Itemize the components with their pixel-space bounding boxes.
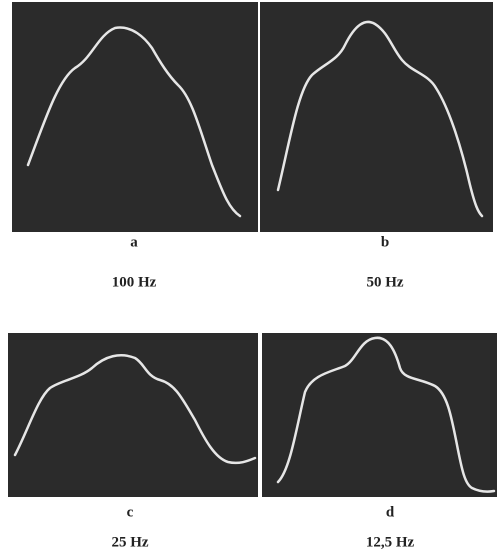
oscillogram bbox=[12, 2, 258, 232]
panel-letter: d bbox=[386, 504, 395, 520]
oscillogram bbox=[262, 333, 497, 497]
panel-caption: 100 Hz bbox=[112, 274, 157, 290]
panel-caption: 12,5 Hz bbox=[366, 534, 415, 550]
panel-d bbox=[262, 333, 497, 497]
panel-b bbox=[260, 2, 493, 232]
panel-a bbox=[12, 2, 258, 232]
panel-c bbox=[8, 333, 258, 497]
panel-letter: b bbox=[381, 234, 389, 250]
panel-caption: 25 Hz bbox=[111, 534, 148, 550]
panel-letter: a bbox=[130, 234, 138, 250]
panel-letter: c bbox=[127, 504, 134, 520]
figure: a 100 Hz b 50 Hz c 25 Hz d 12,5 Hz bbox=[0, 0, 498, 551]
panel-caption: 50 Hz bbox=[366, 274, 403, 290]
